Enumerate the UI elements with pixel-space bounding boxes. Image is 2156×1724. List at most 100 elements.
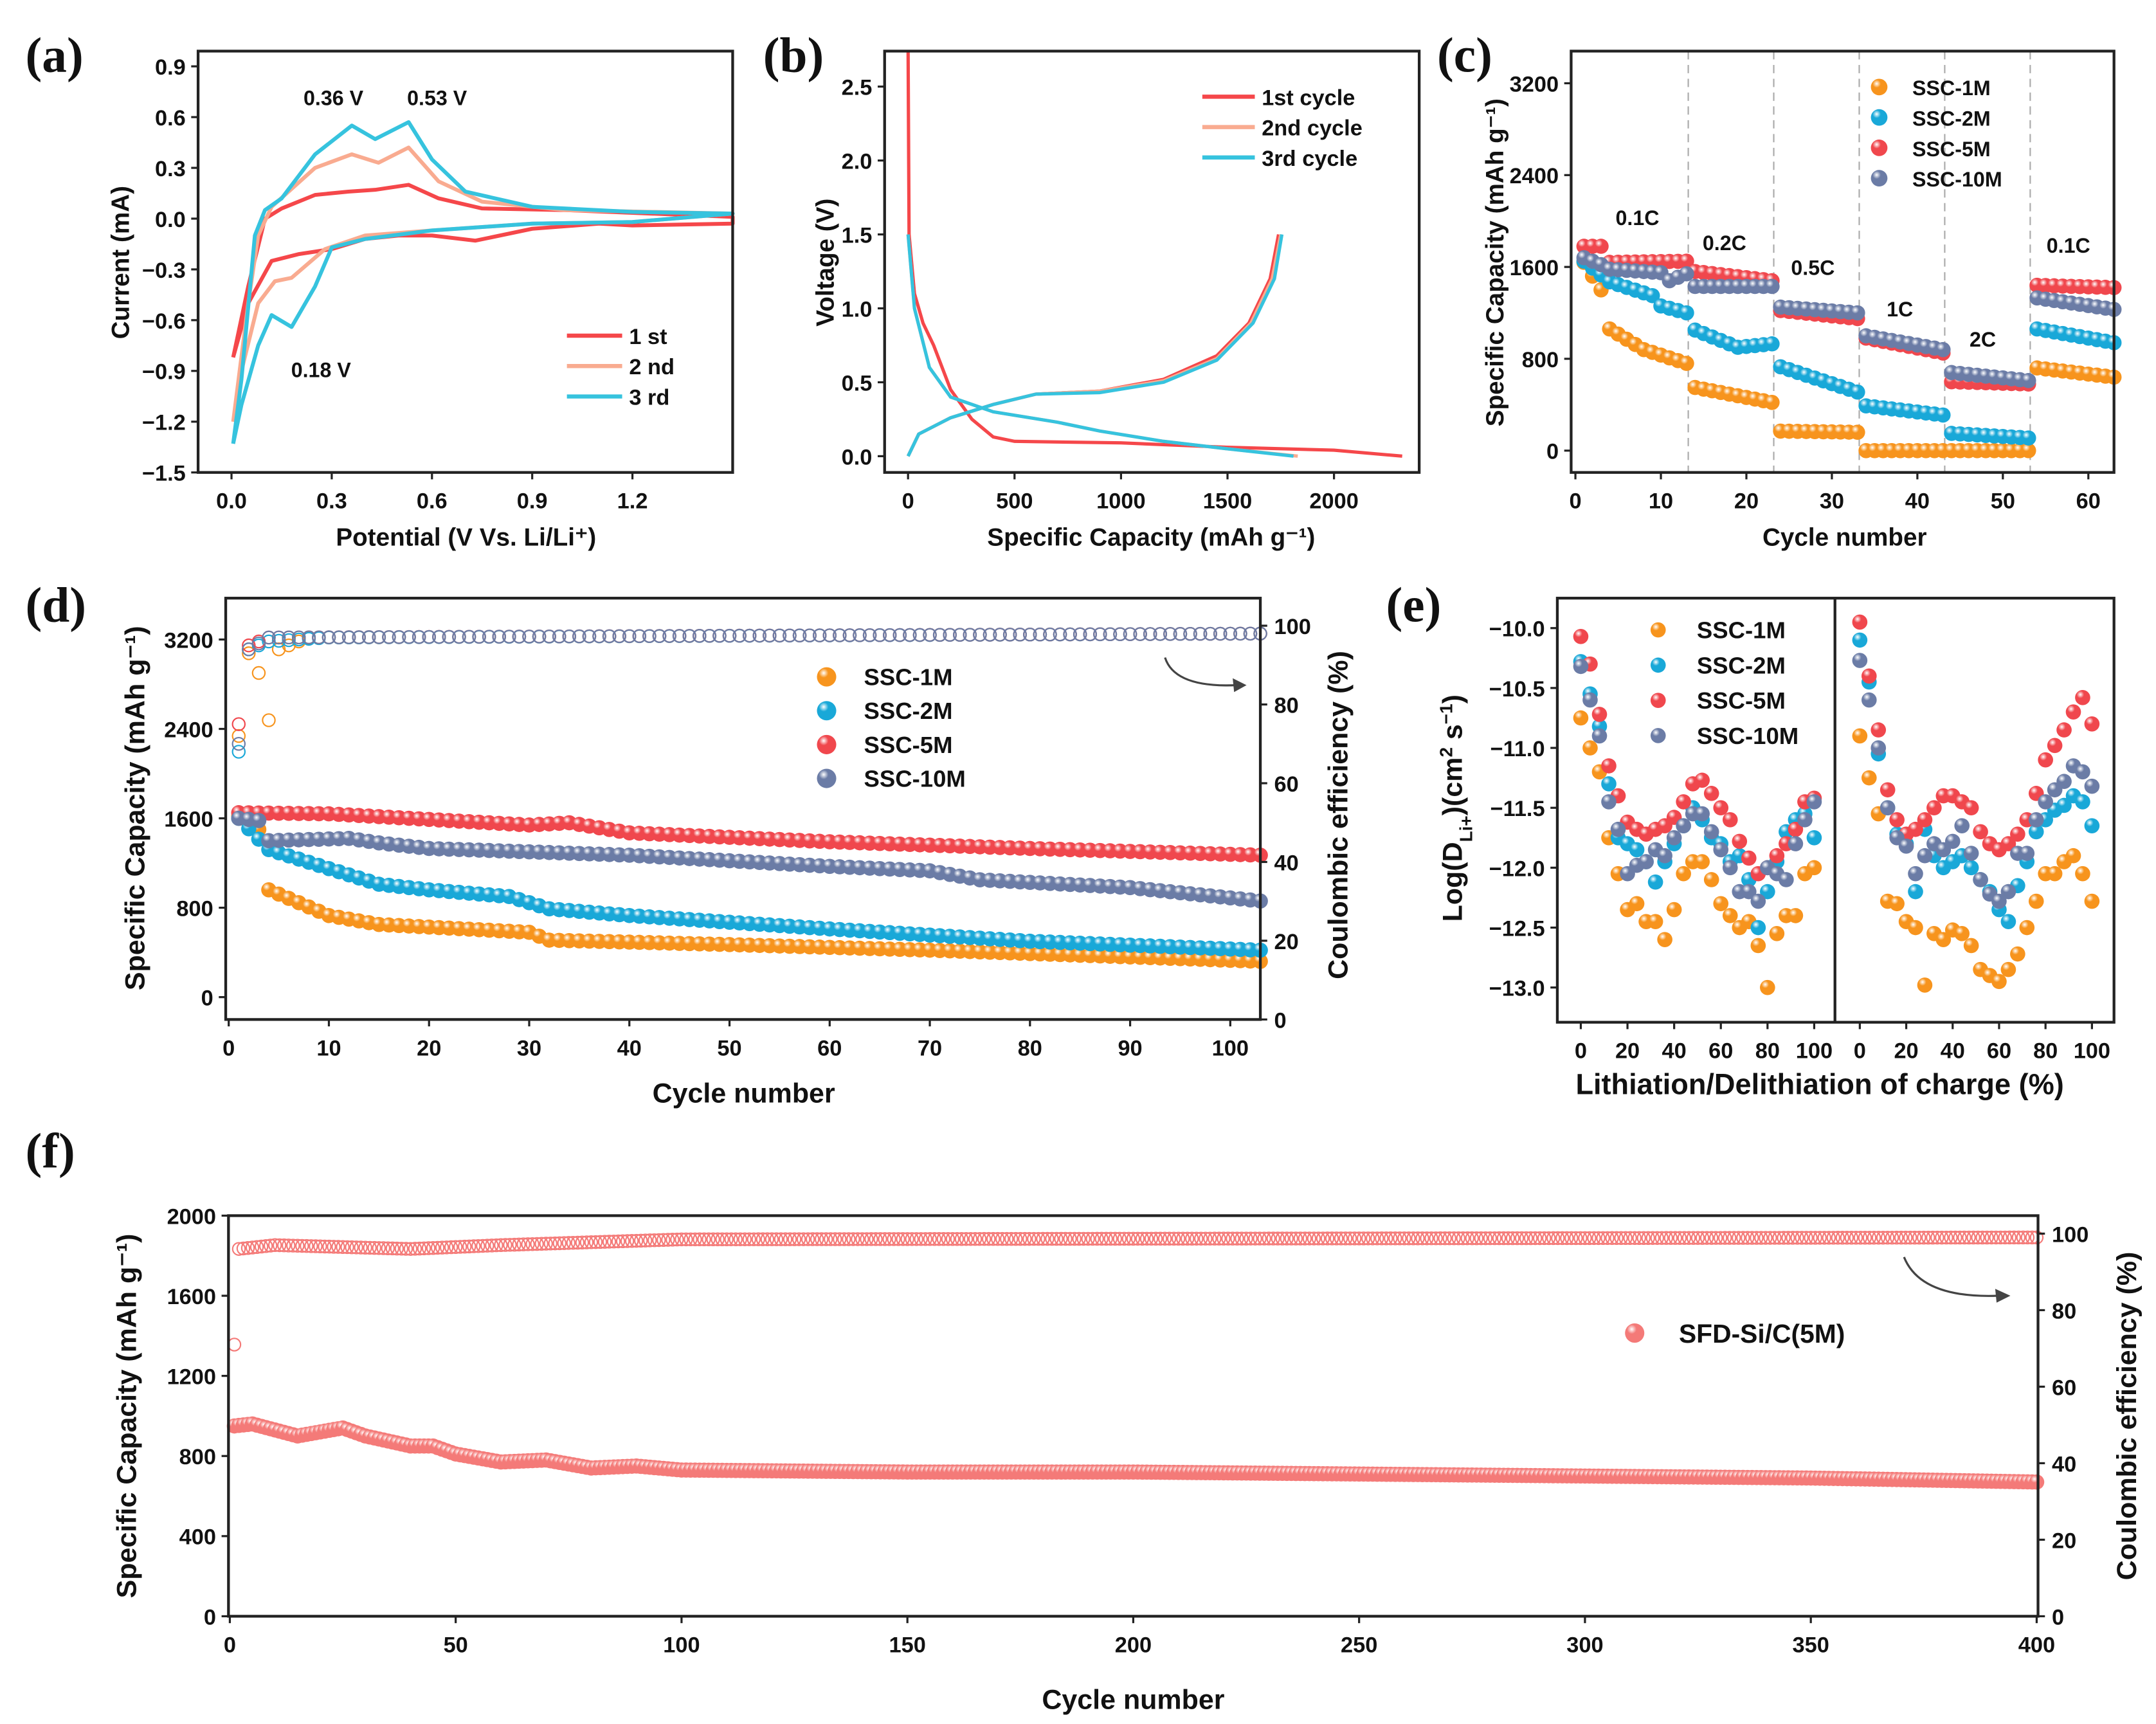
legend-marker <box>817 734 837 754</box>
ce-point <box>1293 1231 1308 1246</box>
ce-point <box>684 1232 698 1247</box>
ce-point <box>1013 1231 1028 1246</box>
ce-point-SSC-2M <box>271 633 286 648</box>
delithiation-point-SSC-2M <box>1963 860 1979 876</box>
lithiation-point-SSC-1M <box>1788 908 1804 923</box>
ce-point <box>620 1234 635 1248</box>
ce-point <box>1939 1230 1953 1245</box>
ce-point <box>1338 1231 1353 1246</box>
ce-point <box>1162 1231 1177 1246</box>
ce-point <box>408 1242 422 1256</box>
ce-point <box>300 1239 314 1253</box>
ce-point <box>1235 1231 1249 1246</box>
ce-point <box>715 1232 729 1246</box>
ce-point <box>1835 1231 1850 1245</box>
ce-point <box>1226 1231 1240 1246</box>
ce-point <box>1108 1231 1123 1246</box>
ce-point <box>693 1232 707 1247</box>
ce-point-SSC-10M <box>1013 628 1027 642</box>
y-tick-label: −0.6 <box>142 309 186 334</box>
ce-point <box>661 1233 675 1247</box>
ce-point <box>819 1232 833 1246</box>
delithiation-point-SSC-1M <box>1991 974 2007 990</box>
ce-point-SSC-2M <box>231 745 246 759</box>
y-tick-label: 0 <box>201 986 213 1011</box>
ce-point <box>267 1238 282 1253</box>
y-tick-label: −11.0 <box>1490 737 1545 761</box>
x-tick-label: 60 <box>817 1036 842 1060</box>
y-tick-label: 2400 <box>164 718 213 742</box>
ce-point <box>1406 1231 1420 1246</box>
ce-point <box>1402 1231 1416 1246</box>
ce-point-SSC-10M <box>292 630 306 644</box>
ce-point <box>1009 1231 1023 1246</box>
ce-point-SSC-10M <box>642 629 657 643</box>
ce-point <box>2016 1230 2031 1245</box>
ce-point <box>1031 1231 1046 1246</box>
ce-point <box>1334 1231 1348 1246</box>
lithiation-point-SSC-1M <box>1806 860 1822 876</box>
ce-point <box>1551 1231 1565 1246</box>
y-tick-label: 2400 <box>1510 164 1559 188</box>
delithiation-point-SSC-5M <box>1871 722 1887 738</box>
x-tick-label: 0.0 <box>216 489 247 514</box>
lithiation-point-SSC-5M <box>1788 821 1804 837</box>
lithiation-point-SSC-10M <box>1788 836 1804 851</box>
ce-point <box>476 1239 490 1253</box>
rate-point-SSC-1M <box>2020 442 2036 458</box>
ce-point-SSC-10M <box>993 628 1007 642</box>
ce-point-SSC-10M <box>883 628 897 642</box>
ce-point <box>1736 1231 1750 1245</box>
y-axis-title: Voltage (V) <box>811 199 839 327</box>
ce-point-SSC-10M <box>382 630 396 644</box>
ce-point <box>1257 1231 1271 1246</box>
ce-point <box>385 1241 400 1256</box>
delithiation-point-SSC-5M <box>1852 614 1868 630</box>
ce-point <box>1944 1230 1958 1245</box>
ce-point <box>1858 1231 1872 1245</box>
delithiation-point-SSC-10M <box>2000 884 2016 900</box>
ce-point-SSC-10M <box>552 629 566 644</box>
ce-point <box>828 1232 842 1246</box>
y-tick-label: 0.0 <box>842 445 873 469</box>
ce-point <box>322 1239 336 1254</box>
ce-point <box>1948 1230 1962 1245</box>
delithiation-point-SSC-10M <box>1852 653 1868 668</box>
legend-marker <box>1871 139 1888 156</box>
x-tick-label: 20 <box>1615 1039 1640 1064</box>
ce-point <box>774 1232 788 1246</box>
ce-point <box>783 1232 797 1246</box>
y2-tick-label: 100 <box>1274 615 1311 639</box>
ce-point <box>1804 1231 1818 1245</box>
ce-point <box>1469 1231 1484 1246</box>
ce-point-SSC-10M <box>1093 627 1107 642</box>
ce-point <box>1532 1231 1547 1246</box>
ce-point-SSC-10M <box>251 636 266 651</box>
x-tick-label: 80 <box>2033 1039 2058 1064</box>
plot-frame-b <box>883 50 1421 474</box>
ce-point <box>1501 1231 1516 1246</box>
ce-point <box>1153 1231 1168 1246</box>
ce-point <box>1221 1231 1235 1246</box>
y-tick-label: 1600 <box>164 807 213 831</box>
delithiation-point-SSC-2M <box>1852 632 1868 648</box>
y-axis-title-part: )(cm <box>1438 758 1469 816</box>
rate-point-SSC-1M <box>1764 394 1780 410</box>
lithiation-point-SSC-5M <box>1601 758 1617 774</box>
plot-frame-c <box>1570 50 2115 474</box>
arrow-to-right-axis <box>1164 657 1237 687</box>
ce-point <box>2007 1230 2022 1245</box>
ce-point-SSC-10M <box>482 630 496 644</box>
ce-point-SSC-10M <box>532 630 547 644</box>
x-tick-label: 60 <box>2076 489 2101 514</box>
ce-point <box>236 1241 251 1256</box>
lithiation-point-SSC-2M <box>1760 884 1775 900</box>
ce-point <box>1573 1231 1588 1246</box>
ce-point <box>1677 1231 1692 1245</box>
ce-point <box>941 1232 956 1246</box>
delithiation-point-SSC-1M <box>2084 893 2100 909</box>
ce-point <box>675 1232 689 1247</box>
ce-point <box>566 1235 581 1250</box>
delithiation-point-SSC-5M <box>1889 812 1905 828</box>
lithiation-point-SSC-1M <box>1722 908 1738 923</box>
